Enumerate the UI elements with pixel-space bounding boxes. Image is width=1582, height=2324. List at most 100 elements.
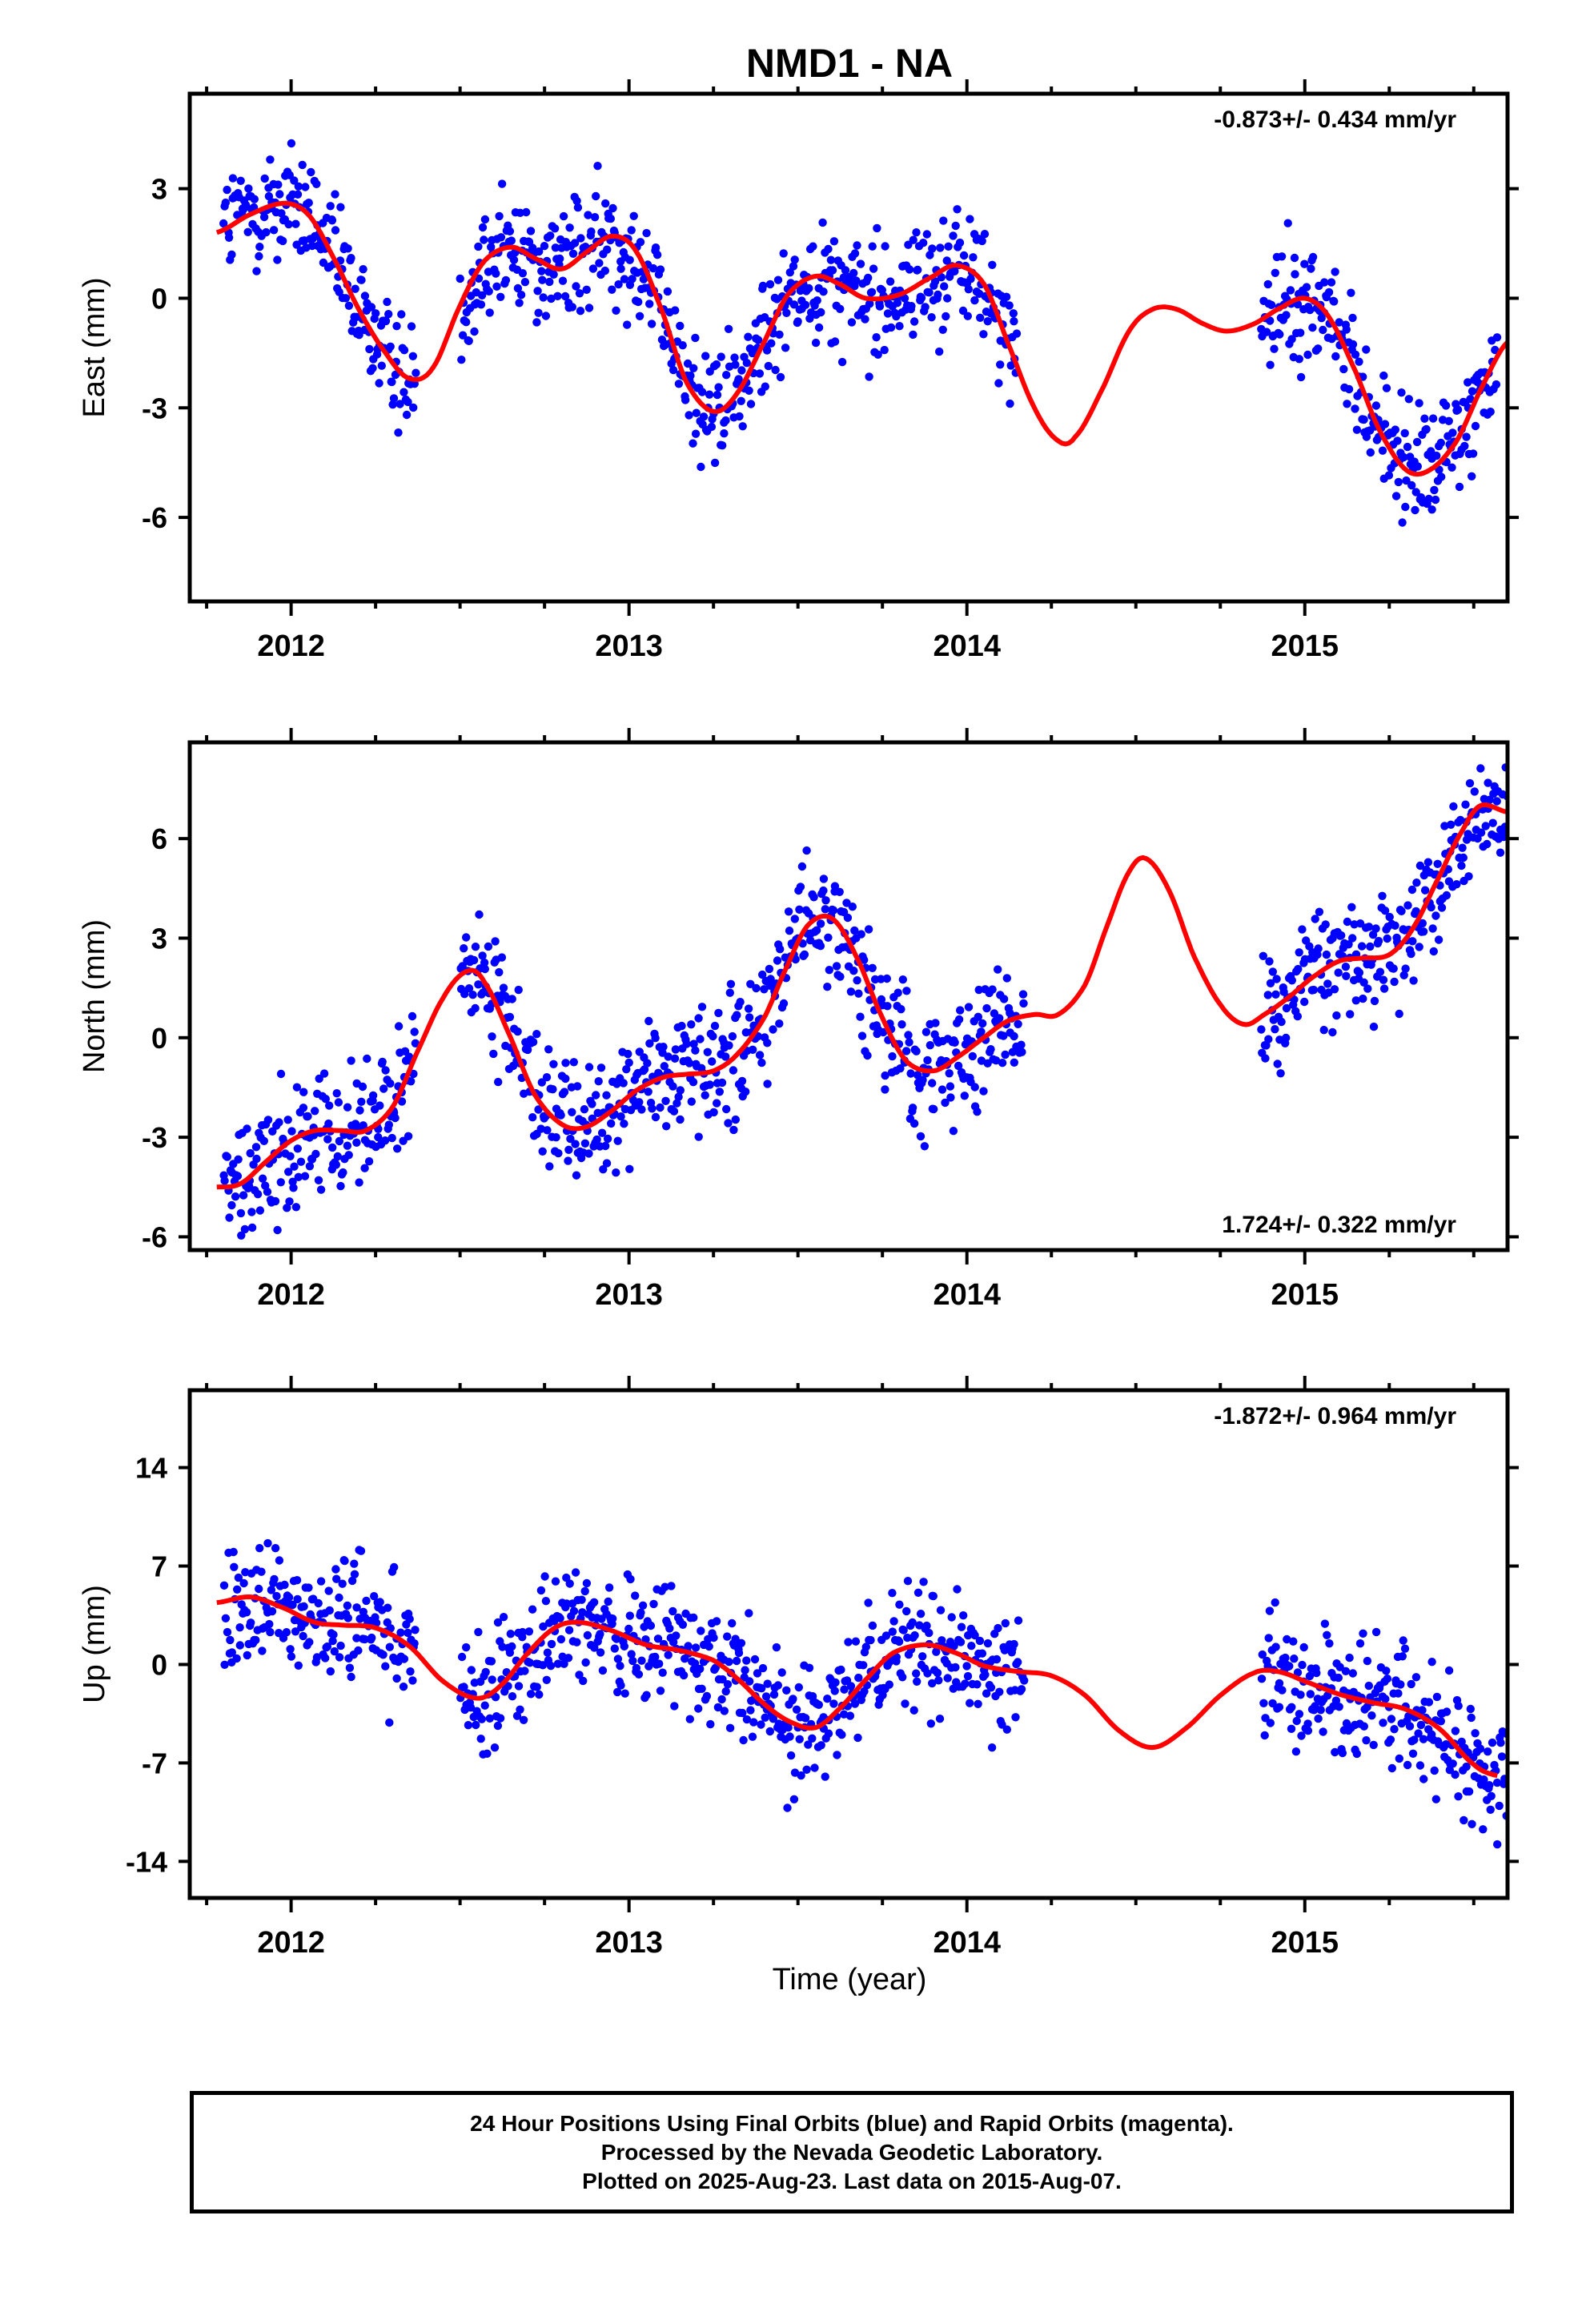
data-point	[1492, 333, 1502, 342]
data-point	[251, 1143, 261, 1152]
data-point	[551, 243, 560, 252]
data-point	[1293, 1011, 1303, 1021]
data-point	[958, 306, 968, 316]
data-point	[925, 288, 934, 297]
data-point	[644, 1088, 652, 1096]
data-point	[252, 1154, 261, 1164]
data-point	[697, 1684, 706, 1693]
data-point	[852, 276, 861, 285]
data-point	[897, 1020, 906, 1029]
data-point	[489, 1049, 498, 1059]
data-point	[790, 915, 799, 923]
data-point	[927, 313, 936, 322]
data-point	[713, 1703, 723, 1712]
data-point	[1408, 937, 1417, 946]
data-point	[1287, 335, 1296, 344]
data-point	[294, 1172, 303, 1182]
data-point	[225, 1213, 234, 1222]
data-point	[1379, 975, 1388, 984]
data-point	[497, 179, 507, 188]
data-point	[396, 400, 404, 408]
data-point	[391, 1113, 400, 1123]
data-point	[1300, 997, 1309, 1007]
data-point	[689, 364, 698, 372]
data-point	[954, 1015, 964, 1024]
data-point	[546, 1662, 556, 1671]
data-point	[1402, 476, 1411, 485]
data-point	[1335, 1703, 1343, 1711]
data-point	[789, 262, 798, 271]
data-point	[584, 304, 594, 312]
data-point	[918, 1652, 927, 1661]
data-point	[758, 1663, 768, 1673]
data-point	[539, 293, 548, 302]
data-point	[291, 219, 300, 228]
data-point	[577, 1595, 586, 1604]
data-point	[512, 1711, 522, 1720]
data-point	[263, 1538, 272, 1548]
data-point	[696, 1664, 705, 1674]
data-point	[1378, 446, 1387, 455]
data-point	[620, 275, 629, 283]
data-point	[937, 273, 946, 282]
data-point	[1311, 915, 1319, 923]
data-point	[1389, 964, 1398, 973]
data-point	[949, 231, 958, 240]
y-tick-label: -6	[142, 1220, 167, 1253]
data-point	[1281, 1653, 1290, 1663]
data-point	[1011, 1713, 1020, 1722]
data-point	[593, 162, 602, 171]
data-point	[963, 1671, 973, 1681]
data-point	[267, 1586, 276, 1594]
data-point	[513, 1027, 522, 1036]
data-point	[253, 1190, 263, 1199]
data-point	[299, 1104, 308, 1112]
data-point	[1378, 891, 1387, 901]
x-tick-label: 2014	[933, 1926, 1001, 1960]
data-point	[1460, 441, 1469, 451]
data-point	[412, 368, 420, 377]
data-point	[383, 1603, 392, 1612]
data-point	[854, 989, 863, 998]
data-point	[946, 1082, 955, 1091]
x-tick-label: 2013	[595, 1926, 663, 1960]
data-point	[499, 1613, 508, 1622]
data-point	[1397, 907, 1406, 916]
data-point	[1448, 1759, 1457, 1768]
data-point	[1002, 974, 1012, 983]
data-point	[1330, 985, 1339, 994]
data-point	[809, 242, 817, 251]
footer-line-3: Plotted on 2025-Aug-23. Last data on 201…	[582, 2168, 1122, 2193]
data-point	[561, 1074, 570, 1084]
data-point	[973, 1680, 982, 1689]
data-point	[1271, 1598, 1279, 1607]
data-point	[737, 366, 746, 375]
data-point	[757, 1684, 766, 1693]
data-point	[933, 1668, 942, 1678]
data-point	[917, 293, 926, 303]
data-point	[652, 251, 662, 259]
data-point	[713, 390, 722, 400]
data-point	[1414, 1729, 1423, 1738]
data-point	[854, 1673, 863, 1683]
data-point	[497, 953, 507, 962]
data-point	[697, 388, 707, 396]
data-point	[1466, 1704, 1476, 1714]
y-tick-label: 6	[151, 822, 167, 855]
data-point	[1400, 1644, 1410, 1653]
data-point	[1271, 1025, 1279, 1034]
data-point	[753, 336, 763, 344]
data-point	[572, 1638, 581, 1647]
data-point	[1390, 1725, 1399, 1734]
data-point	[906, 1069, 915, 1078]
x-tick-label: 2014	[933, 629, 1001, 663]
data-point	[1398, 518, 1407, 527]
data-point	[304, 1583, 313, 1592]
data-point	[293, 190, 303, 199]
data-point	[383, 297, 391, 307]
data-point	[330, 1647, 339, 1656]
data-point	[236, 176, 245, 185]
data-point	[895, 322, 904, 331]
y-tick-label: -14	[126, 1845, 167, 1878]
data-point	[1363, 984, 1372, 993]
